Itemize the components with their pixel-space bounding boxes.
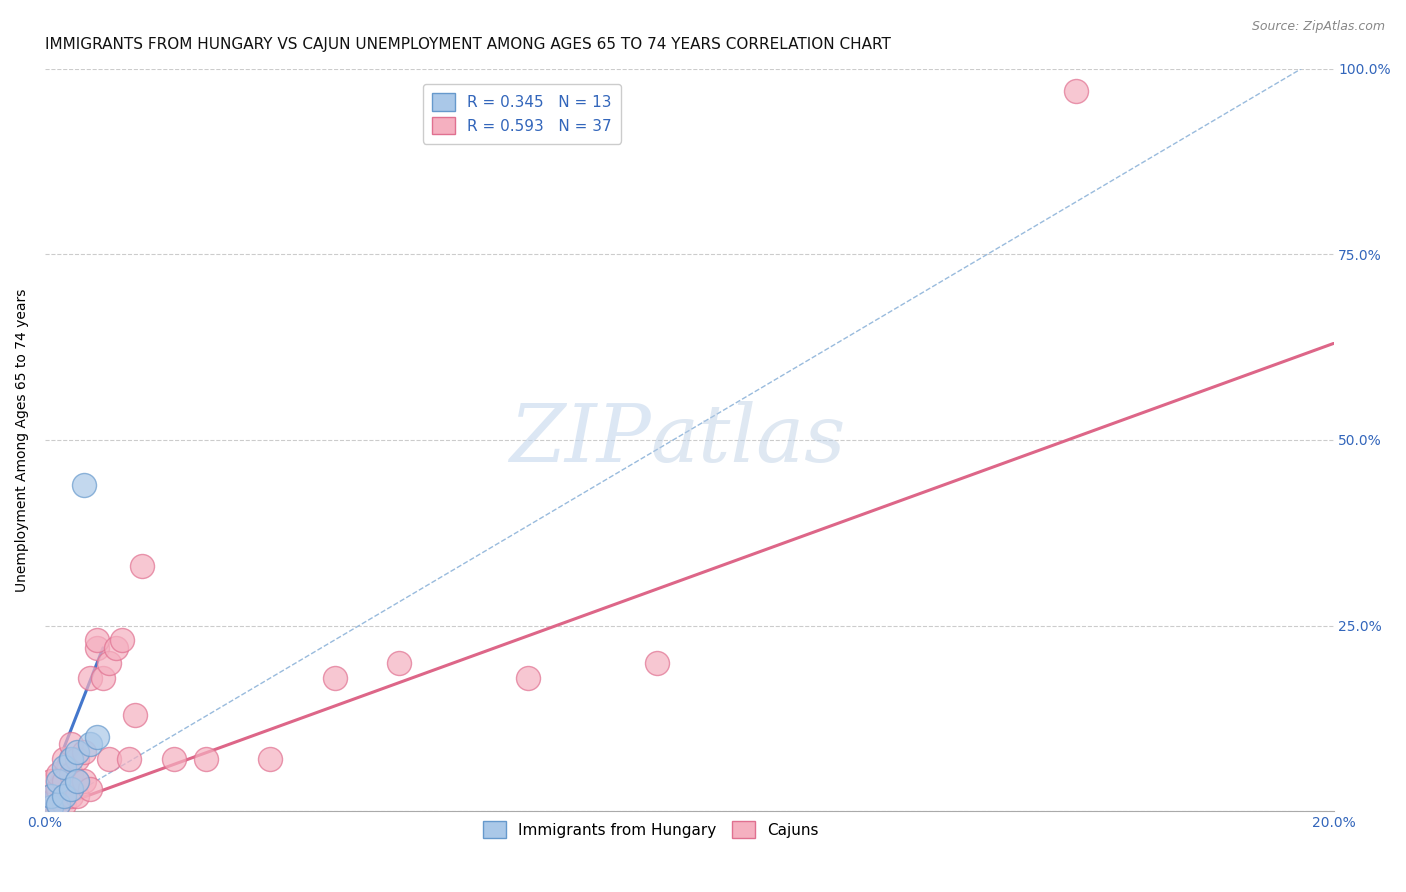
Point [46, 774, 69, 789]
Point [79, 781, 101, 796]
Point [53, 774, 76, 789]
Point [66, 774, 89, 789]
Text: IMMIGRANTS FROM HUNGARY VS CAJUN UNEMPLOYMENT AMONG AGES 65 TO 74 YEARS CORRELAT: IMMIGRANTS FROM HUNGARY VS CAJUN UNEMPLO… [45, 37, 891, 53]
Point [59, 767, 82, 781]
Point [53, 797, 76, 811]
Point [645, 656, 668, 670]
Point [118, 752, 141, 766]
Point [517, 671, 540, 685]
Point [46, 797, 69, 811]
Point [86, 730, 108, 744]
Legend: Immigrants from Hungary, Cajuns: Immigrants from Hungary, Cajuns [477, 814, 824, 845]
Point [72, 774, 94, 789]
Point [59, 737, 82, 751]
Point [259, 752, 281, 766]
Text: ZIP: ZIP [509, 401, 651, 479]
Point [79, 737, 101, 751]
Point [72, 745, 94, 759]
Point [46, 767, 69, 781]
Point [41, 800, 63, 814]
Point [388, 656, 411, 670]
Point [104, 640, 127, 655]
Point [79, 671, 101, 685]
Point [86, 640, 108, 655]
Point [1064, 84, 1087, 98]
Point [41, 789, 63, 804]
Point [66, 752, 89, 766]
Point [46, 781, 69, 796]
Point [195, 752, 218, 766]
Point [41, 800, 63, 814]
Text: atlas: atlas [651, 401, 846, 479]
Point [124, 707, 146, 722]
Point [72, 477, 94, 491]
Point [111, 633, 134, 648]
Point [86, 633, 108, 648]
Point [66, 745, 89, 759]
Point [98, 656, 121, 670]
Text: Source: ZipAtlas.com: Source: ZipAtlas.com [1251, 20, 1385, 33]
Point [53, 759, 76, 773]
Point [163, 752, 186, 766]
Point [98, 752, 121, 766]
Y-axis label: Unemployment Among Ages 65 to 74 years: Unemployment Among Ages 65 to 74 years [15, 288, 30, 591]
Point [66, 789, 89, 804]
Point [59, 789, 82, 804]
Point [41, 789, 63, 804]
Point [53, 789, 76, 804]
Point [91, 671, 114, 685]
Point [66, 774, 89, 789]
Point [323, 671, 346, 685]
Point [53, 752, 76, 766]
Point [41, 774, 63, 789]
Point [59, 752, 82, 766]
Point [46, 797, 69, 811]
Point [59, 781, 82, 796]
Point [131, 559, 153, 574]
